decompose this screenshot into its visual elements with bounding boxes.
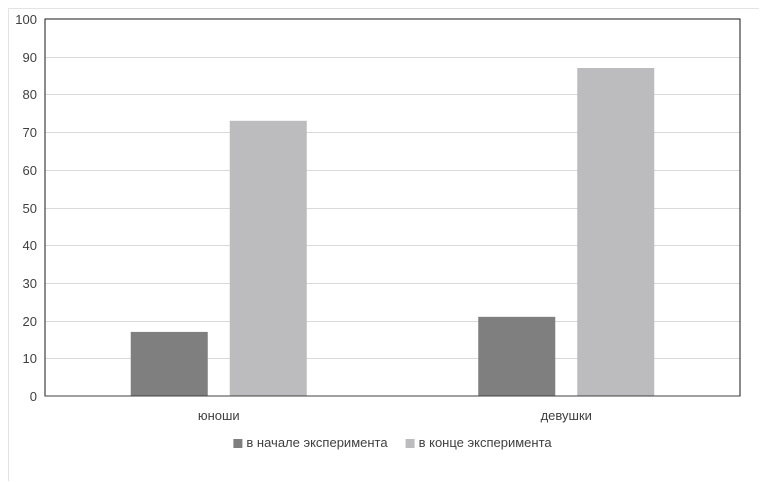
y-tick-label: 60	[23, 163, 37, 178]
y-tick-label: 30	[23, 276, 37, 291]
legend-swatch	[405, 439, 415, 448]
y-tick-label: 90	[23, 50, 37, 65]
y-tick-label: 70	[23, 125, 37, 140]
legend-item-0: в начале эксперимента	[233, 435, 388, 450]
y-axis-ticks: 0 10 20 30 40 50 60 70 80 90 100	[15, 12, 37, 404]
x-category-label: девушки	[541, 408, 592, 423]
y-tick-label: 80	[23, 87, 37, 102]
bar-end-0	[229, 120, 307, 396]
y-tick-label: 40	[23, 238, 37, 253]
y-tick-label: 10	[23, 351, 37, 366]
y-tick-label: 0	[30, 389, 37, 404]
legend-label: в начале эксперимента	[246, 435, 388, 450]
y-tick-label: 20	[23, 314, 37, 329]
bar-start-0	[130, 331, 208, 396]
x-category-label: юноши	[198, 408, 240, 423]
y-tick-label: 50	[23, 201, 37, 216]
chart-frame	[8, 8, 759, 481]
legend-swatch	[233, 439, 243, 448]
legend-label: в конце эксперимента	[419, 435, 553, 450]
x-axis-categories: юноши девушки	[198, 408, 592, 423]
bar-end-1	[577, 68, 655, 396]
bar-start-1	[478, 316, 556, 396]
legend-item-1: в конце эксперимента	[405, 435, 553, 450]
legend: в начале эксперимента в конце эксперимент…	[233, 435, 552, 450]
bars	[130, 68, 655, 396]
y-tick-label: 100	[15, 12, 37, 27]
